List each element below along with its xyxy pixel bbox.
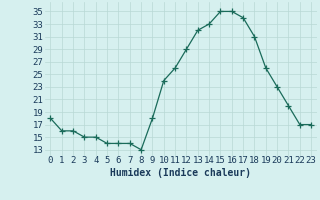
X-axis label: Humidex (Indice chaleur): Humidex (Indice chaleur) <box>110 168 251 178</box>
